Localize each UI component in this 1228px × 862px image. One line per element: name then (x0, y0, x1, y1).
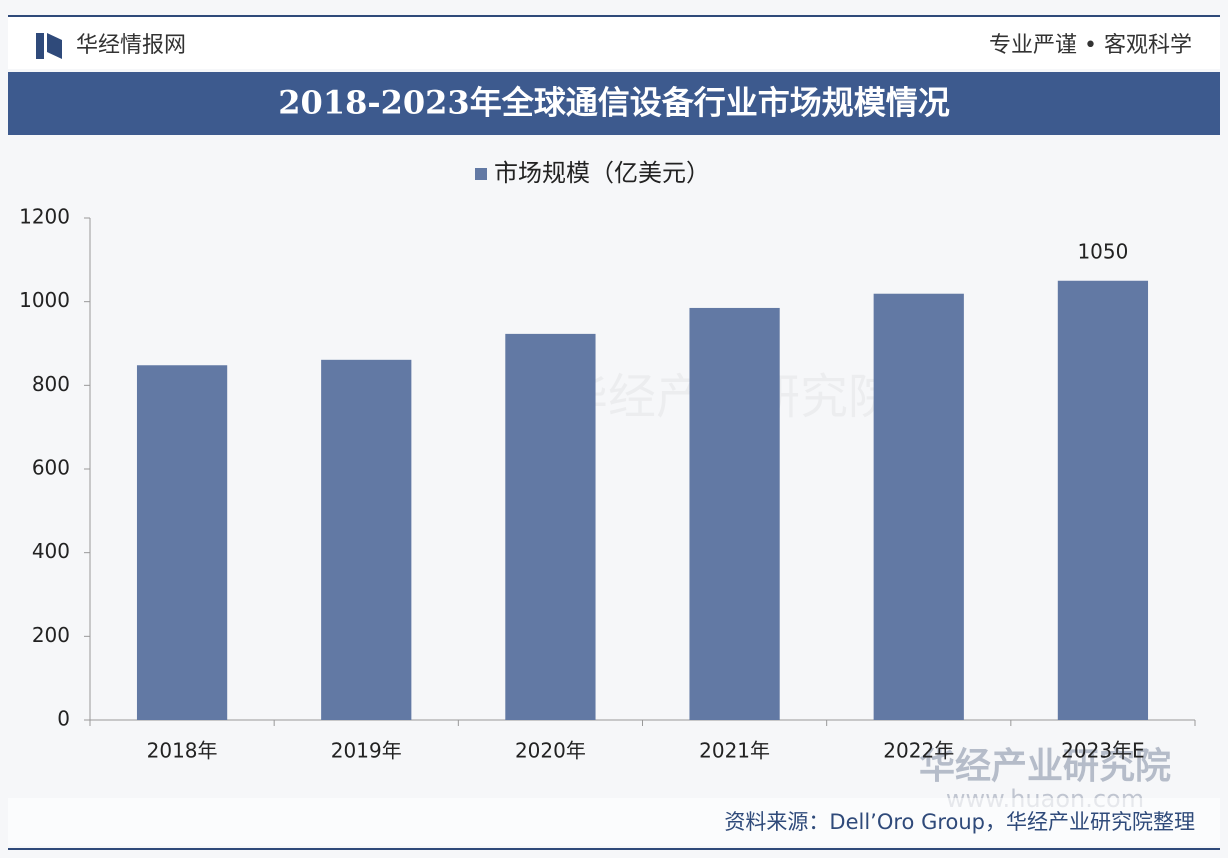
bottom-rule (8, 848, 1220, 850)
source: 资料来源：Dell’Oro Group，华经产业研究院整理 (724, 810, 1195, 834)
header-bar (8, 17, 1220, 69)
logo (47, 33, 62, 59)
y-tick-label: 1000 (19, 288, 70, 312)
bar (505, 333, 596, 720)
watermark: 华经产业研究院 (919, 746, 1171, 787)
y-tick-label: 1200 (19, 205, 70, 229)
brand: 华经情报网 (76, 33, 186, 58)
bar (689, 307, 780, 720)
top-rule (8, 15, 1220, 17)
footer-bar (8, 798, 1220, 846)
legend-label: 市场规模（亿美元） (494, 159, 710, 187)
y-tick-label: 600 (32, 456, 70, 480)
x-tick-label: 2018年 (147, 739, 218, 763)
x-tick-label: 2022年 (883, 739, 954, 763)
chart-title: 2018-2023年全球通信设备行业市场规模情况 (278, 84, 949, 122)
bar (136, 365, 228, 720)
x-tick-label: 2020年 (515, 739, 586, 763)
bar (873, 293, 964, 720)
x-tick-label: 2021年 (699, 739, 770, 763)
title-band (8, 72, 1220, 135)
legend-swatch (475, 168, 487, 180)
value-label: 1050 (1077, 239, 1128, 263)
x-tick-label: 2019年 (331, 739, 402, 763)
y-tick-label: 0 (57, 707, 70, 731)
bar (321, 359, 412, 720)
bar (1057, 280, 1149, 720)
y-tick-label: 400 (32, 539, 70, 563)
logo (36, 33, 44, 59)
x-tick-label: 2023年E (1061, 739, 1145, 763)
y-tick-label: 200 (32, 623, 70, 647)
y-tick-label: 800 (32, 372, 70, 396)
slogan: 专业严谨 • 客观科学 (989, 33, 1192, 58)
